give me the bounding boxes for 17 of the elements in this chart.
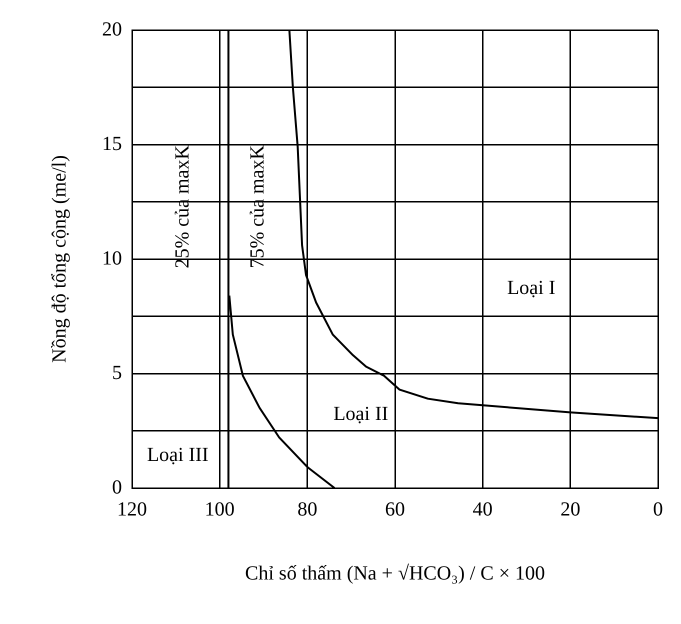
x-tick-label: 80 [297,498,318,520]
x-tick-label: 0 [653,498,663,520]
x-tick-label: 20 [560,498,580,520]
y-tick-label: 0 [112,476,122,498]
x-axis-title: Chỉ số thấm (Na + √HCO₃) / C × 100 [245,562,545,584]
annotation: Loại III [146,444,209,466]
x-tick-label: 100 [204,498,235,520]
annotation: Loại II [333,402,388,425]
annotation: Loại I [507,277,556,300]
x-tick-label: 120 [117,498,147,520]
y-tick-label: 10 [102,247,122,270]
x-tick-label: 40 [472,498,493,520]
x-tick-label: 60 [385,498,405,520]
y-axis-title: Nồng độ tổng cộng (me/l) [48,155,70,363]
y-tick-label: 5 [112,362,122,384]
y-tick-label: 15 [102,132,122,155]
y-tick-label: 20 [102,18,122,40]
